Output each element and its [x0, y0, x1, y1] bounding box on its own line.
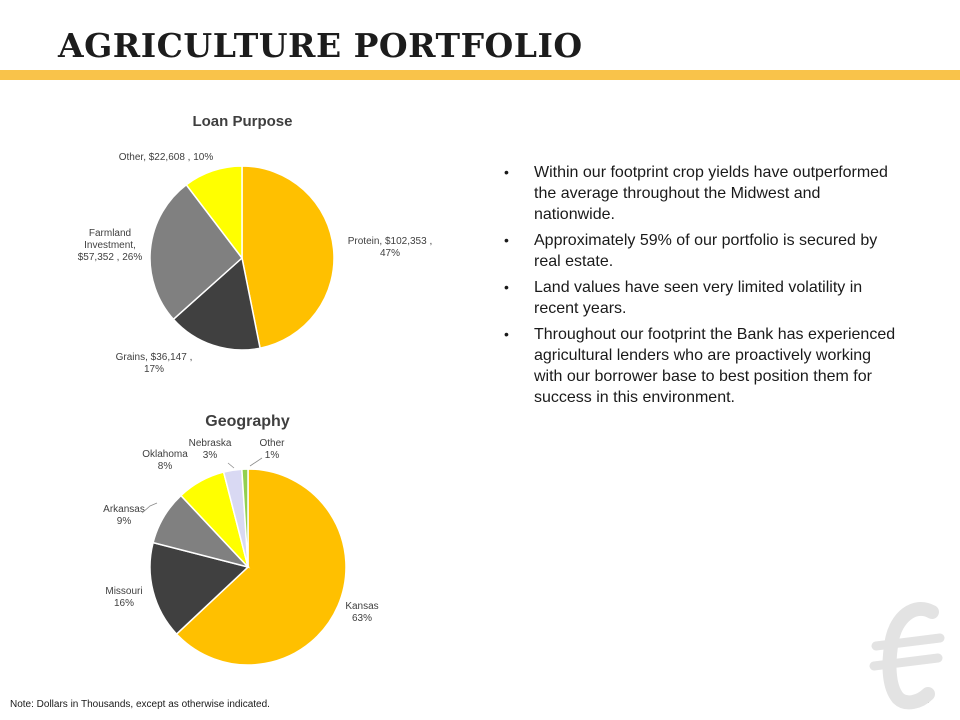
- pie-slice-loan-purpose-other: [185, 165, 243, 261]
- leader-line: [249, 457, 263, 467]
- slice-label-geography-nebraska: Nebraska 3%: [189, 438, 232, 461]
- slice-label-geography-other: Other 1%: [259, 438, 285, 461]
- slice-label-loan-purpose-grains: Grains, $36,147 , 17%: [116, 352, 193, 375]
- bullet-dot-icon: •: [504, 232, 509, 248]
- pie-slice-loan-purpose-grains: [172, 256, 261, 351]
- bullet-dot-icon: •: [504, 326, 509, 342]
- bullet-list: • Within our footprint crop yields have o…: [500, 162, 900, 413]
- bullet-text: Approximately 59% of our portfolio is se…: [534, 232, 878, 270]
- bullet-dot-icon: •: [504, 279, 509, 295]
- bullet-item: • Throughout our footprint the Bank has e…: [500, 324, 900, 408]
- geography-chart-title: Geography: [205, 413, 290, 430]
- pie-slice-loan-purpose-farmland-investment: [149, 183, 244, 321]
- page-title: AGRICULTURE PORTFOLIO: [58, 26, 583, 65]
- footnote: Note: Dollars in Thousands, except as ot…: [10, 699, 270, 710]
- bullet-text: Within our footprint crop yields have ou…: [534, 164, 888, 223]
- bullet-dot-icon: •: [504, 164, 509, 180]
- bullet-item: • Approximately 59% of our portfolio is s…: [500, 230, 900, 272]
- pie-slice-geography-missouri: [149, 541, 250, 636]
- loan-purpose-chart-title: Loan Purpose: [192, 113, 293, 130]
- bullet-item: • Within our footprint crop yields have o…: [500, 162, 900, 225]
- slice-label-loan-purpose-other: Other, $22,608 , 10%: [119, 152, 214, 163]
- title-underline-band: [0, 70, 960, 80]
- leader-line: [227, 462, 235, 469]
- bank-logo-icon: [869, 602, 945, 710]
- leader-line: [141, 502, 158, 514]
- pie-slice-geography-other: [241, 468, 249, 568]
- slice-label-loan-purpose-farmland-investment: Farmland Investment, $57,352 , 26%: [78, 228, 143, 263]
- slice-label-geography-missouri: Missouri 16%: [105, 586, 142, 609]
- slice-label-geography-kansas: Kansas 63%: [345, 601, 378, 624]
- bullet-text: Throughout our footprint the Bank has ex…: [534, 326, 896, 406]
- pie-slice-loan-purpose-protein: [241, 165, 335, 350]
- slice-label-geography-oklahoma: Oklahoma 8%: [142, 449, 188, 472]
- slice-label-loan-purpose-protein: Protein, $102,353 , 47%: [348, 236, 433, 259]
- bullet-item: • Land values have seen very limited vola…: [500, 277, 900, 319]
- pie-slice-geography-kansas: [175, 468, 347, 666]
- slice-label-geography-arkansas: Arkansas 9%: [103, 504, 145, 527]
- bullet-text: Land values have seen very limited volat…: [534, 279, 863, 317]
